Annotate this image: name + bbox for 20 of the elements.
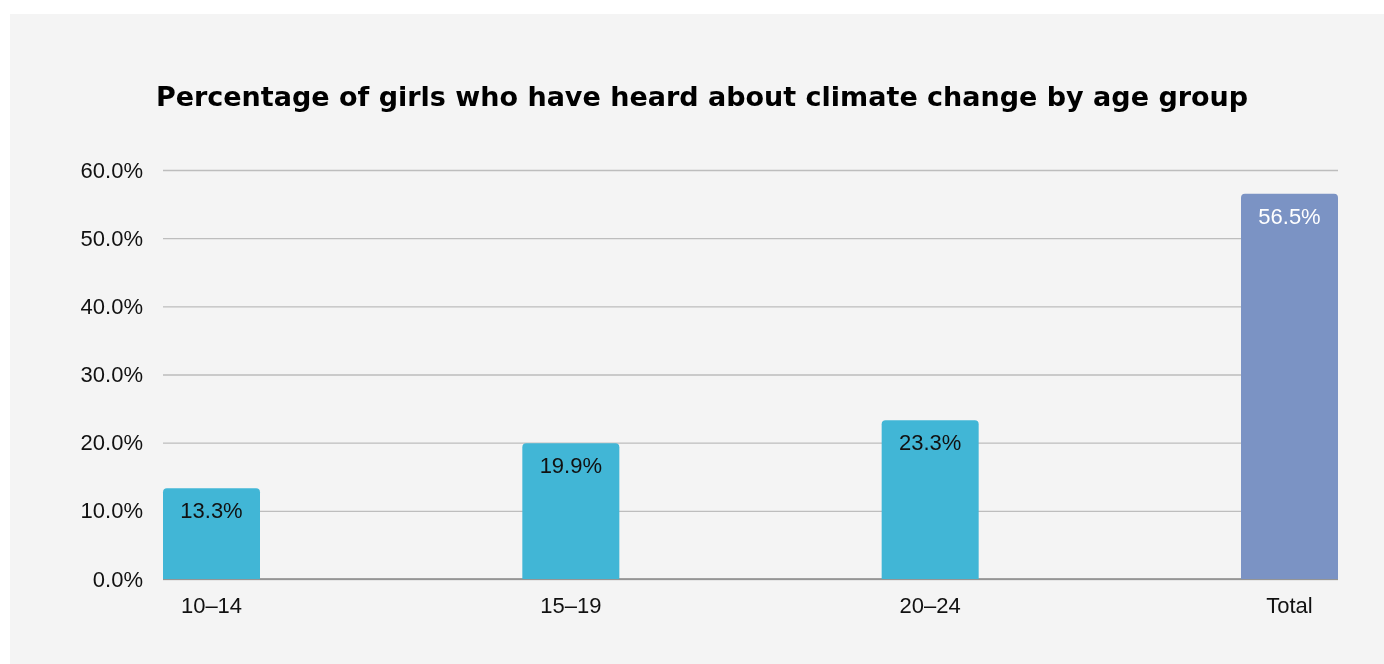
bar [881,420,979,579]
bar [163,488,260,579]
y-tick-label: 0.0% [92,566,143,592]
y-tick-label: 40.0% [80,293,143,319]
x-tick-label: 15–19 [540,592,602,618]
y-tick-label: 50.0% [80,225,143,251]
y-tick-label: 20.0% [80,430,143,456]
data-label: 13.3% [180,498,243,524]
x-tick-label: 10–14 [180,592,243,618]
bar [1241,193,1338,579]
data-label: 23.3% [898,430,962,456]
y-tick-label: 10.0% [80,498,143,524]
x-tick-label: 20–24 [899,592,961,618]
bar [522,443,620,579]
y-tick-label: 60.0% [80,157,143,183]
data-label: 56.5% [1258,203,1321,229]
data-label: 19.9% [539,453,603,479]
x-tick-label: Total [1266,592,1313,618]
y-tick-label: 30.0% [80,362,143,388]
chart-title: Percentage of girls who have heard about climate change by age group [155,81,1249,112]
